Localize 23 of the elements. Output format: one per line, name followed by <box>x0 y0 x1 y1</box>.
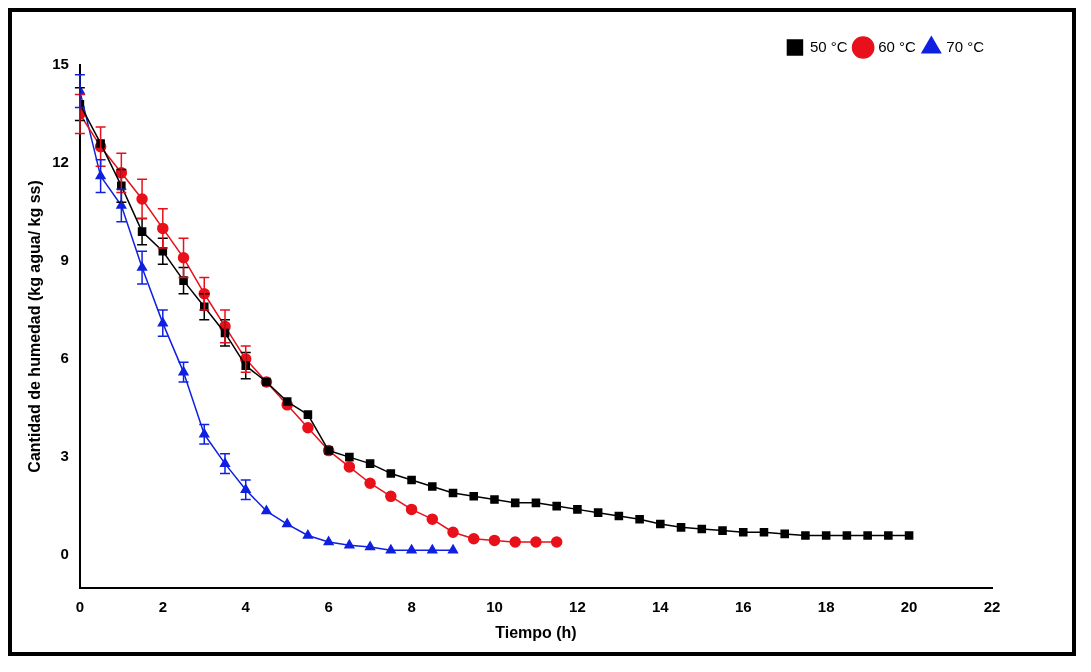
x-tick-label: 22 <box>983 597 1001 615</box>
legend-label: 60 °C <box>878 37 916 55</box>
y-tick-label: 6 <box>60 349 69 367</box>
y-tick-label: 3 <box>60 447 69 465</box>
legend-label: 70 °C <box>946 37 985 55</box>
x-tick-label: 10 <box>486 597 503 615</box>
x-tick-label: 16 <box>734 597 752 615</box>
x-tick-label: 12 <box>569 597 586 615</box>
x-tick-label: 8 <box>407 597 416 615</box>
y-tick-label: 15 <box>52 55 69 73</box>
x-tick-label: 14 <box>651 597 670 615</box>
x-tick-label: 2 <box>158 597 167 615</box>
y-tick-label: 9 <box>60 251 69 269</box>
y-tick-label: 0 <box>60 545 69 563</box>
x-tick-label: 4 <box>241 597 251 615</box>
x-tick-label: 0 <box>75 597 85 615</box>
x-tick-label: 6 <box>324 597 333 615</box>
x-axis-title: Tiempo (h) <box>495 623 577 641</box>
x-tick-label: 20 <box>900 597 918 615</box>
y-tick-label: 12 <box>52 153 69 171</box>
y-axis-title: Cantidad de humedad (kg agua/ kg ss) <box>26 180 44 473</box>
legend-label: 50 °C <box>809 37 848 55</box>
x-tick-label: 18 <box>817 597 835 615</box>
